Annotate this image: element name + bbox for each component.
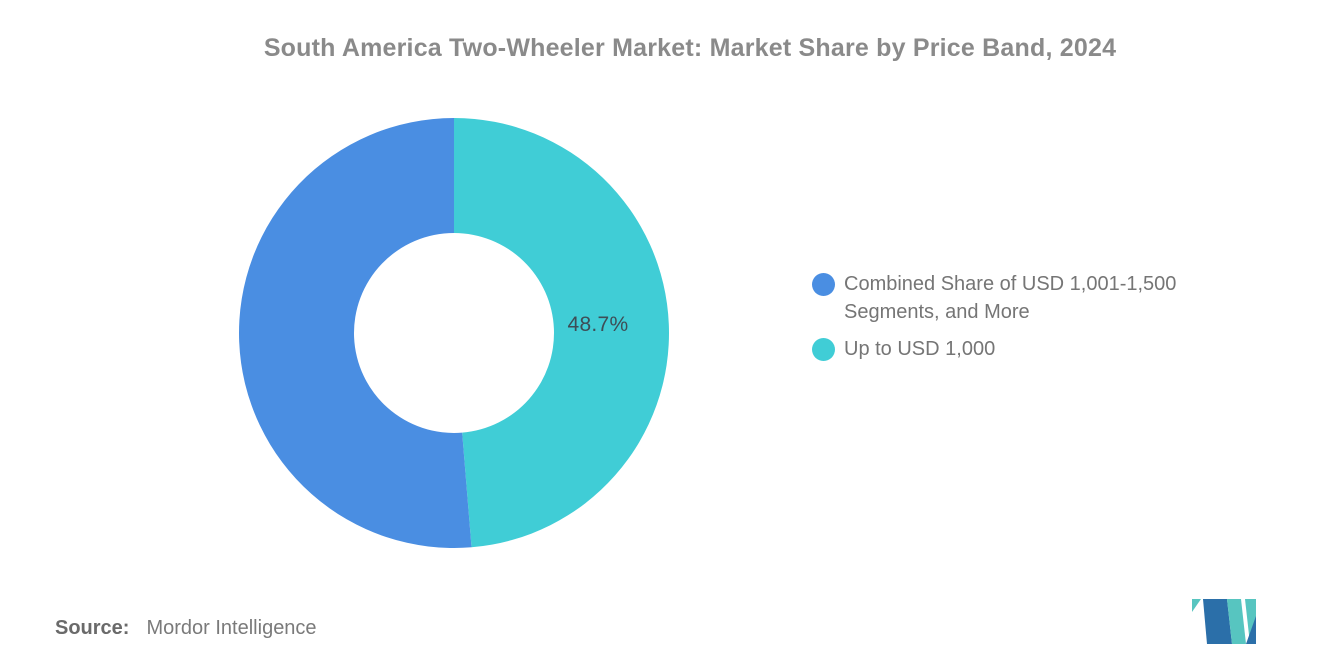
mordor-intelligence-logo-icon bbox=[1192, 598, 1256, 645]
donut-slice-0 bbox=[239, 118, 472, 548]
legend-label-teal: Up to USD 1,000 bbox=[844, 338, 996, 360]
logo-blue-left-band bbox=[1203, 599, 1232, 644]
donut-slice-1 bbox=[454, 118, 669, 548]
chart-title: South America Two-Wheeler Market: Market… bbox=[263, 34, 1117, 62]
logo-teal-top-left-triangle bbox=[1192, 599, 1201, 612]
source-value: Mordor Intelligence bbox=[146, 617, 317, 639]
legend-item-blue: Combined Share of USD 1,001-1,500 Segmen… bbox=[812, 270, 1232, 326]
donut-slice-data-label: 48.7% bbox=[567, 313, 629, 336]
legend-label-blue: Combined Share of USD 1,001-1,500 Segmen… bbox=[844, 273, 1177, 323]
chart-legend: Combined Share of USD 1,001-1,500 Segmen… bbox=[812, 270, 1232, 372]
donut-chart-svg bbox=[239, 118, 669, 548]
legend-item-teal: Up to USD 1,000 bbox=[812, 335, 1232, 363]
source-label: Source: bbox=[55, 617, 130, 639]
legend-marker-teal-icon bbox=[812, 338, 835, 361]
logo-teal-middle-band bbox=[1227, 599, 1246, 644]
legend-marker-blue-icon bbox=[812, 273, 835, 296]
source-attribution: Source: Mordor Intelligence bbox=[55, 615, 317, 641]
logo-blue-bottom-right-triangle bbox=[1246, 616, 1256, 644]
donut-chart bbox=[239, 118, 669, 548]
